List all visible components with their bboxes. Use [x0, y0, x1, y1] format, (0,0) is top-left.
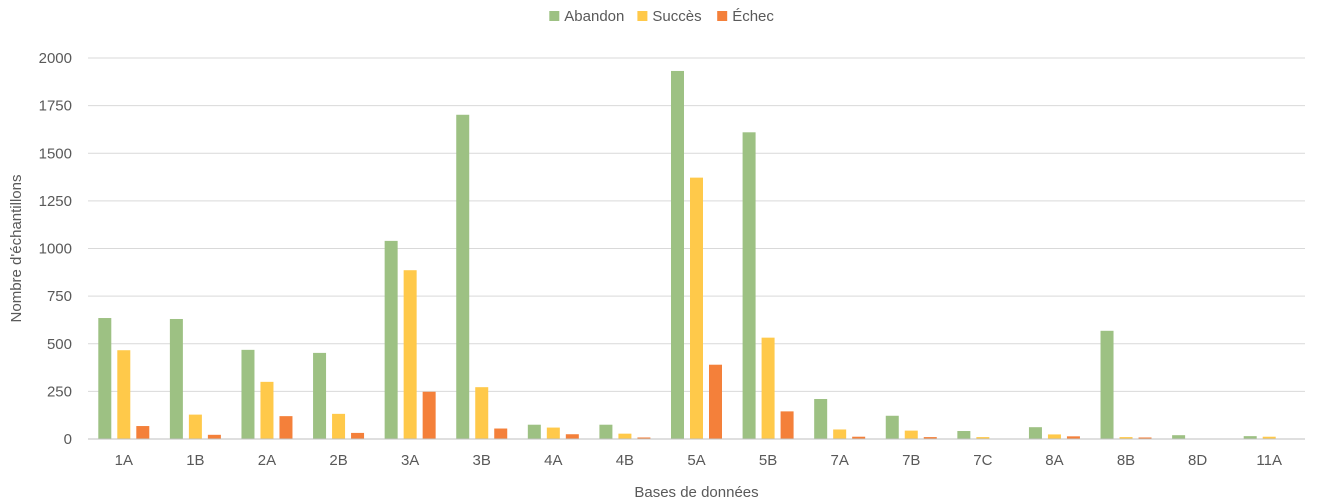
legend-swatch-Abandon	[549, 11, 560, 21]
bar-4A-Échec	[565, 434, 579, 439]
y-tick-label: 1000	[39, 241, 72, 258]
bar-3A-Échec	[422, 391, 436, 439]
bar-11A-Succès	[1262, 436, 1276, 439]
bar-8B-Abandon	[1100, 330, 1114, 439]
bar-8A-Succès	[1047, 434, 1061, 439]
bar-5B-Abandon	[742, 132, 756, 440]
x-tick-label: 3A	[401, 452, 419, 469]
y-tick-label: 1250	[39, 193, 72, 210]
x-tick-label: 7B	[902, 452, 920, 469]
y-tick-label: 500	[47, 336, 72, 353]
bar-1A-Abandon	[98, 318, 112, 439]
x-tick-label: 7A	[830, 452, 848, 469]
bar-8D-Abandon	[1172, 435, 1186, 439]
legend-swatch-Succès	[637, 11, 648, 21]
x-axis-title: Bases de données	[634, 484, 758, 501]
x-tick-label: 8B	[1117, 452, 1135, 469]
y-tick-label: 250	[47, 383, 72, 400]
x-tick-label: 5A	[687, 452, 705, 469]
bar-2B-Abandon	[313, 352, 327, 439]
legend-label: Succès	[652, 8, 701, 25]
bar-4B-Abandon	[599, 424, 613, 439]
bar-4B-Succès	[618, 433, 632, 439]
x-axis-ticks: 1A 1B 2A 2B 3A 3B 4A 4B 5A 5B 7A 7B 7C 8A 8B 8D 11A	[115, 452, 1282, 469]
bar-5B-Échec	[780, 411, 794, 439]
bar-2A-Échec	[279, 416, 293, 439]
bar-7B-Échec	[923, 437, 937, 439]
bar-8A-Abandon	[1028, 427, 1042, 439]
x-tick-label: 2B	[329, 452, 347, 469]
bar-5B-Succès	[761, 337, 775, 439]
y-axis-title: Nombre d'échantillons	[8, 175, 25, 323]
bar-3B-Abandon	[456, 114, 470, 440]
x-tick-label: 8A	[1045, 452, 1063, 469]
x-tick-label: 3B	[473, 452, 491, 469]
y-tick-label: 1750	[39, 98, 72, 115]
x-tick-label: 1B	[186, 452, 204, 469]
legend-label: Abandon	[564, 8, 624, 25]
bar-2A-Abandon	[241, 349, 255, 439]
bar-2B-Succès	[332, 413, 346, 439]
bars	[98, 70, 1276, 440]
x-tick-label: 4B	[616, 452, 634, 469]
x-tick-label: 7C	[973, 452, 992, 469]
y-tick-label: 1500	[39, 145, 72, 162]
legend-label: Échec	[732, 8, 774, 25]
y-tick-label: 0	[64, 431, 72, 448]
bar-3B-Échec	[494, 428, 508, 439]
bar-11A-Abandon	[1243, 436, 1257, 439]
bar-2B-Échec	[351, 432, 365, 439]
bar-7A-Échec	[852, 436, 866, 439]
bar-1B-Succès	[188, 414, 202, 439]
bar-4A-Succès	[546, 427, 560, 439]
bar-1A-Succès	[117, 350, 131, 439]
bar-1A-Échec	[136, 426, 150, 439]
bar-2A-Succès	[260, 381, 274, 439]
bar-8B-Échec	[1138, 437, 1152, 439]
bar-5A-Abandon	[671, 70, 684, 439]
bar-1B-Échec	[207, 434, 221, 439]
x-tick-label: 2A	[258, 452, 276, 469]
legend-swatch-Échec	[717, 11, 728, 21]
x-tick-label: 8D	[1188, 452, 1207, 469]
bar-8B-Succès	[1119, 437, 1133, 439]
bar-7C-Abandon	[957, 430, 971, 439]
bar-5A-Échec	[709, 364, 722, 439]
bar-5A-Succès	[690, 177, 703, 439]
bar-7A-Succès	[833, 429, 847, 439]
bar-1B-Abandon	[169, 318, 183, 439]
x-tick-label: 5B	[759, 452, 777, 469]
bar-8A-Échec	[1066, 436, 1080, 439]
x-tick-label: 11A	[1256, 452, 1282, 469]
bar-3A-Abandon	[384, 240, 398, 439]
bar-4B-Échec	[637, 437, 651, 439]
y-tick-label: 2000	[39, 50, 72, 67]
y-tick-label: 750	[47, 288, 72, 305]
x-tick-label: 1A	[115, 452, 133, 469]
legend: Abandon Succès Échec	[549, 8, 774, 25]
y-axis-ticks: 0 250 500 750 1000 1250 1500 1750 2000	[39, 50, 72, 448]
bar-7B-Succès	[904, 430, 918, 439]
bar-3A-Succès	[403, 270, 417, 439]
bar-4A-Abandon	[527, 424, 541, 439]
x-tick-label: 4A	[544, 452, 562, 469]
bar-3B-Succès	[475, 387, 489, 439]
bar-7C-Succès	[976, 437, 990, 439]
bar-7B-Abandon	[885, 415, 899, 439]
bar-7A-Abandon	[814, 398, 828, 439]
